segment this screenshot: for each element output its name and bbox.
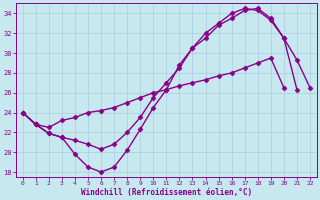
X-axis label: Windchill (Refroidissement éolien,°C): Windchill (Refroidissement éolien,°C) — [81, 188, 252, 197]
